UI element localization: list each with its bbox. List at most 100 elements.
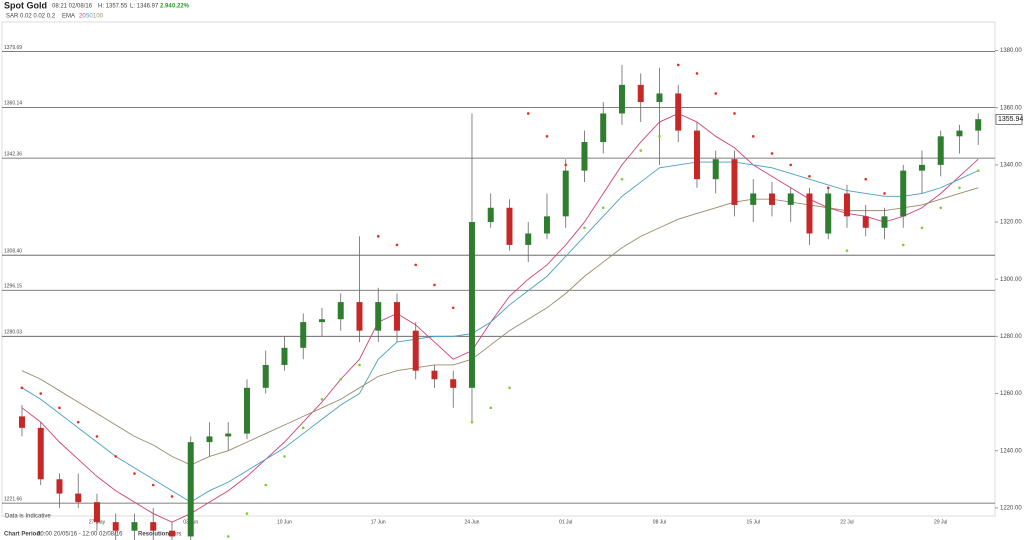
sar-dot (920, 226, 924, 230)
sar-dot (526, 112, 530, 115)
candle-body (356, 302, 363, 331)
candle-body (206, 436, 213, 443)
sar-dot (658, 135, 661, 138)
sar-dot (639, 149, 643, 152)
sar-dot (939, 206, 943, 210)
sar-dot (733, 112, 736, 115)
candle-body (93, 502, 100, 523)
footer-label: Chart Period: (4, 532, 42, 538)
candle-body (637, 84, 644, 103)
sar-dot (95, 435, 99, 438)
indicator-params: 0.02 0.02 0.2 (20, 14, 56, 20)
candle-body (525, 233, 532, 245)
candle-body (187, 442, 194, 537)
candle-body (131, 522, 138, 531)
candle-body (806, 193, 813, 234)
sar-dot (301, 426, 305, 430)
level-label: 1360.14 (4, 101, 22, 107)
candle-body (281, 347, 288, 365)
sar-dot (901, 243, 905, 247)
candle-body (787, 193, 794, 205)
candle-body (337, 302, 344, 320)
last-price-box (995, 114, 1023, 125)
candle-body (243, 387, 250, 434)
sar-dot (883, 192, 886, 195)
sar-dot (808, 175, 811, 178)
header-change: 2.94 (160, 4, 172, 10)
sar-dot (133, 472, 136, 475)
indicator-param: 20 (79, 14, 86, 20)
candle-body (300, 322, 307, 348)
candle-body (675, 93, 682, 131)
sar-dot (226, 535, 230, 538)
sar-dot (376, 235, 380, 238)
sar-dot (39, 392, 43, 395)
sar-dot (245, 512, 249, 515)
header-time: 08:21 02/08/16 (52, 4, 93, 10)
sar-dot (545, 135, 549, 138)
candle-body (450, 379, 457, 388)
candle-body (956, 130, 963, 137)
sar-dot (976, 169, 980, 172)
candle-body (768, 193, 775, 205)
candle-body (56, 479, 63, 494)
ema-line (21, 161, 979, 503)
sar-dot (114, 455, 118, 458)
candle-body (618, 84, 625, 114)
last-price-label: 1355.94 (998, 116, 1023, 123)
ema-line (21, 187, 979, 466)
candle-body (37, 427, 44, 480)
sar-dot (789, 163, 793, 167)
sar-dot (508, 386, 511, 390)
sar-dot (583, 226, 586, 230)
y-tick-label: 1340.00 (1000, 162, 1022, 168)
sar-dot (770, 152, 774, 155)
x-tick-label: 10 Jun (277, 519, 292, 525)
candle-body (225, 433, 232, 437)
sar-dot (58, 406, 61, 410)
footer-label: Resolution: (138, 532, 171, 538)
candle-body (168, 530, 175, 537)
candle-body (562, 170, 569, 217)
x-tick-label: 08 Jul (653, 519, 666, 525)
y-tick-label: 1280.00 (1000, 334, 1022, 340)
candle-body (487, 207, 494, 223)
sar-dot (714, 92, 718, 95)
y-tick-label: 1220.00 (1000, 505, 1022, 511)
candle-body (375, 302, 382, 331)
candle-body (731, 159, 738, 205)
sar-dot (751, 135, 755, 138)
y-tick-label: 1320.00 (1000, 220, 1022, 226)
sar-dot (564, 163, 568, 167)
candle-body (75, 493, 82, 503)
y-tick-label: 1260.00 (1000, 391, 1022, 397)
y-tick-label: 1300.00 (1000, 277, 1022, 283)
candle-body (900, 170, 907, 217)
sar-dot (958, 186, 961, 190)
candle-body (18, 416, 25, 428)
indicator-param: 100 (93, 14, 104, 20)
x-tick-label: 24 Jun (464, 519, 479, 525)
candle-body (150, 522, 157, 531)
candle-body (825, 193, 832, 234)
title: Spot Gold (4, 0, 47, 10)
candle-body (112, 522, 119, 531)
sar-dot (864, 177, 868, 181)
sar-dot (826, 186, 830, 190)
y-tick-label: 1240.00 (1000, 448, 1022, 454)
candle-body (975, 119, 982, 131)
sar-dot (264, 483, 268, 487)
candle-body (393, 302, 400, 331)
candle-body (750, 193, 757, 205)
candle-body (693, 130, 700, 180)
candle-body (937, 136, 944, 165)
sar-dot (358, 363, 361, 367)
sar-dot (470, 420, 474, 424)
sar-dot (695, 72, 699, 75)
candle-body (656, 93, 663, 103)
candle-body (712, 159, 719, 180)
candle-body (918, 164, 925, 171)
level-label: 1342.36 (4, 151, 22, 157)
